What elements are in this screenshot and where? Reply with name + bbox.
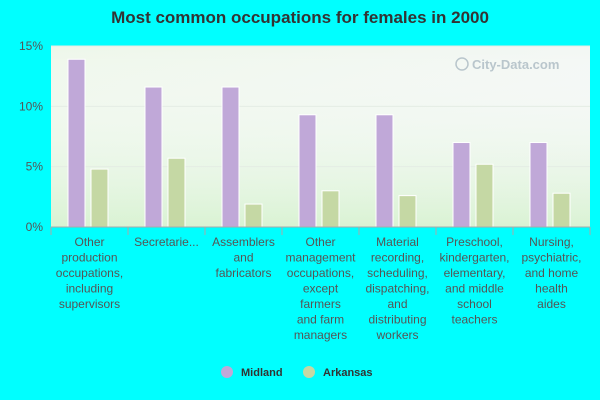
- category-label: Assemblers and fabricators: [212, 235, 275, 280]
- category-label-line: fabricators: [215, 266, 271, 280]
- category-label-line: school: [457, 297, 492, 311]
- watermark-text: City-Data.com: [472, 57, 559, 72]
- bar-midland-5[interactable]: [452, 142, 471, 228]
- category-label: Other production occupations, including supe…: [56, 235, 123, 311]
- grid-lines: [51, 45, 590, 168]
- category-label-line: workers: [375, 328, 418, 342]
- bar-midland-0[interactable]: [67, 58, 86, 228]
- category-label-line: and farm: [297, 313, 344, 327]
- bar-arkansas-6[interactable]: [552, 192, 571, 228]
- chart-title: Most common occupations for females in 2…: [111, 8, 489, 27]
- category-label-line: supervisors: [59, 297, 120, 311]
- legend-swatch-midland: [221, 366, 233, 378]
- category-label-line: Secretarie...: [134, 235, 199, 249]
- bars: [67, 58, 571, 228]
- bar-midland-2[interactable]: [221, 86, 240, 228]
- category-label-line: recording,: [371, 251, 424, 265]
- category-label: Secretarie...: [134, 235, 199, 249]
- category-label-line: health: [535, 282, 568, 296]
- legend-swatch-arkansas: [303, 366, 315, 378]
- category-label-line: production: [61, 251, 117, 265]
- category-label-line: kindergarten,: [439, 251, 509, 265]
- y-tick-label: 10%: [19, 99, 43, 113]
- bar-midland-4[interactable]: [375, 114, 394, 228]
- bar-arkansas-0[interactable]: [90, 168, 109, 228]
- category-labels: Other production occupations, including supe…: [56, 235, 582, 342]
- bar-arkansas-4[interactable]: [398, 195, 417, 228]
- category-label-line: Nursing,: [529, 235, 574, 249]
- category-label: Preschool, kindergarten, elementary, and mi…: [439, 235, 509, 327]
- y-axis-ticks: 0% 5% 10% 15%: [19, 39, 43, 234]
- bar-arkansas-2[interactable]: [244, 203, 263, 228]
- y-tick-label: 15%: [19, 39, 43, 53]
- category-label-line: except: [303, 282, 339, 296]
- category-label: Other management occupations, except farmers…: [285, 235, 356, 342]
- watermark-icon: [455, 57, 469, 71]
- category-label-line: psychiatric,: [521, 251, 581, 265]
- y-tick-label: 0%: [26, 220, 44, 234]
- category-label: Nursing, psychiatric, and home health aides: [521, 235, 581, 311]
- category-label-line: elementary,: [444, 266, 506, 280]
- category-label-line: Other: [305, 235, 335, 249]
- x-axis: [50, 226, 591, 235]
- category-label-line: dispatching,: [365, 282, 429, 296]
- category-label-line: scheduling,: [367, 266, 428, 280]
- category-label-line: and middle: [445, 282, 504, 296]
- category-label-line: aides: [537, 297, 566, 311]
- category-label-line: occupations,: [56, 266, 123, 280]
- category-label-line: management: [285, 251, 356, 265]
- category-label-line: and home: [525, 266, 579, 280]
- legend-label-arkansas: Arkansas: [323, 367, 373, 379]
- bar-midland-1[interactable]: [144, 86, 163, 228]
- category-label-line: managers: [294, 328, 347, 342]
- category-label-line: and: [233, 251, 253, 265]
- watermark: City-Data.com: [455, 57, 559, 72]
- bar-arkansas-1[interactable]: [167, 157, 186, 228]
- category-label-line: Assemblers: [212, 235, 275, 249]
- bar-midland-3[interactable]: [298, 114, 317, 228]
- category-label-line: including: [66, 282, 113, 296]
- category-label-line: Preschool,: [446, 235, 503, 249]
- bar-midland-6[interactable]: [529, 142, 548, 228]
- category-label-line: occupations,: [287, 266, 354, 280]
- y-tick-label: 5%: [26, 160, 44, 174]
- legend: Midland Arkansas: [221, 366, 373, 379]
- category-label-line: Other: [74, 235, 104, 249]
- legend-label-midland: Midland: [241, 367, 283, 379]
- category-label-line: Material: [376, 235, 419, 249]
- bar-arkansas-3[interactable]: [321, 190, 340, 228]
- plot-background-overlay: [51, 46, 590, 227]
- category-label-line: distributing: [368, 313, 426, 327]
- category-label: Material recording, scheduling, dispatching…: [365, 235, 429, 342]
- category-label-line: teachers: [451, 313, 497, 327]
- category-label-line: farmers: [300, 297, 341, 311]
- category-label-line: and: [387, 297, 407, 311]
- bar-arkansas-5[interactable]: [475, 163, 494, 228]
